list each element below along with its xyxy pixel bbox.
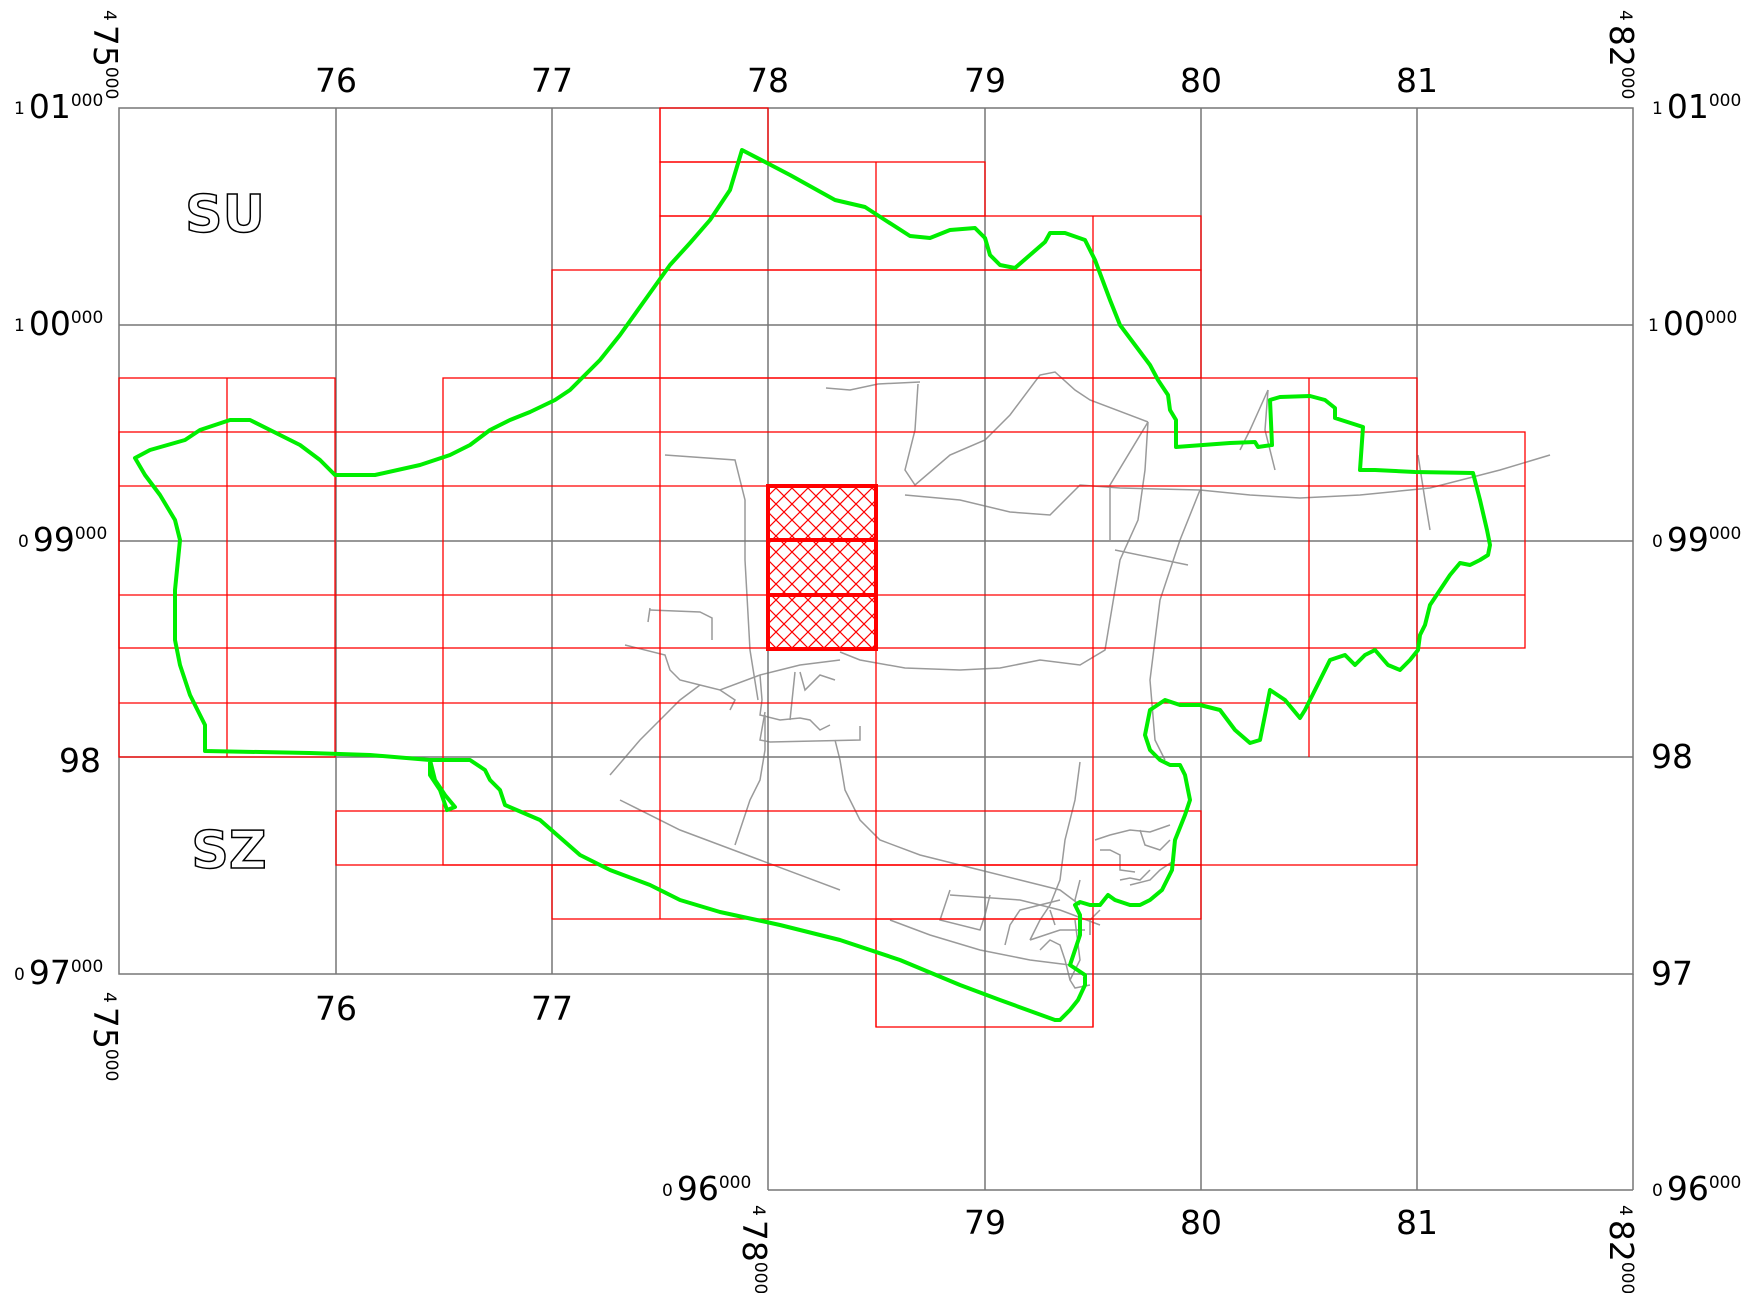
northing-label: 1 00000 <box>14 304 103 343</box>
northing-label: 0 96000 <box>662 1169 751 1208</box>
highlighted-tile <box>766 593 878 651</box>
easting-label: 80 <box>1180 1203 1222 1242</box>
svg-text:482000: 482000 <box>1602 10 1641 99</box>
easting-label: 78 <box>747 61 789 100</box>
northing-label: 1 00000 <box>1648 304 1737 343</box>
easting-label: 81 <box>1396 61 1438 100</box>
easting-label: 79 <box>964 61 1006 100</box>
bottom-easting-labels: 76 77 79 80 81 <box>315 989 1438 1242</box>
svg-text:475000: 475000 <box>86 992 125 1081</box>
corner-easting-bottom-right: 482000 <box>1602 1205 1641 1293</box>
svg-text:482000: 482000 <box>1602 1205 1641 1293</box>
northing-label: 1 01000 <box>14 87 103 126</box>
left-northing-labels: 1 01000 1 00000 0 99000 98 0 97000 0 96000 <box>14 87 751 1208</box>
corner-easting-bottom-mid: 478000 <box>735 1205 774 1293</box>
svg-text:475000: 475000 <box>86 10 125 99</box>
corner-easting-top-right: 482000 <box>1602 10 1641 99</box>
easting-label: 79 <box>964 1203 1006 1242</box>
right-northing-labels: 1 01000 1 00000 0 99000 98 97 0 96000 <box>1648 87 1741 1208</box>
northing-label: 1 01000 <box>1652 87 1741 126</box>
easting-label: 77 <box>531 989 573 1028</box>
corner-easting-top-left: 475000 <box>86 10 125 99</box>
map-tiles <box>118 107 1526 1028</box>
sheet-label-su: SU <box>185 185 265 245</box>
easting-label: 77 <box>531 61 573 100</box>
svg-text:478000: 478000 <box>735 1205 774 1293</box>
northing-label: 0 96000 <box>1652 1169 1741 1208</box>
road-network <box>609 371 1551 989</box>
highlighted-tile <box>766 484 878 542</box>
easting-label: 76 <box>315 61 357 100</box>
easting-label: 81 <box>1396 1203 1438 1242</box>
northing-label: 98 <box>1651 737 1693 776</box>
boundary-line <box>133 148 1492 1022</box>
northing-label: 98 <box>59 741 101 780</box>
highlighted-tiles <box>766 484 878 651</box>
corner-easting-bottom-left: 475000 <box>86 992 125 1081</box>
easting-label: 76 <box>315 989 357 1028</box>
northing-label: 97 <box>1651 954 1693 993</box>
northing-label: 0 97000 <box>14 953 103 992</box>
sheet-label-sz: SZ <box>191 821 266 881</box>
easting-label: 80 <box>1180 61 1222 100</box>
northing-label: 0 99000 <box>1652 520 1741 559</box>
northing-label: 0 99000 <box>18 520 107 559</box>
highlighted-tile <box>766 538 878 597</box>
top-easting-labels: 76 77 78 79 80 81 <box>315 61 1438 100</box>
